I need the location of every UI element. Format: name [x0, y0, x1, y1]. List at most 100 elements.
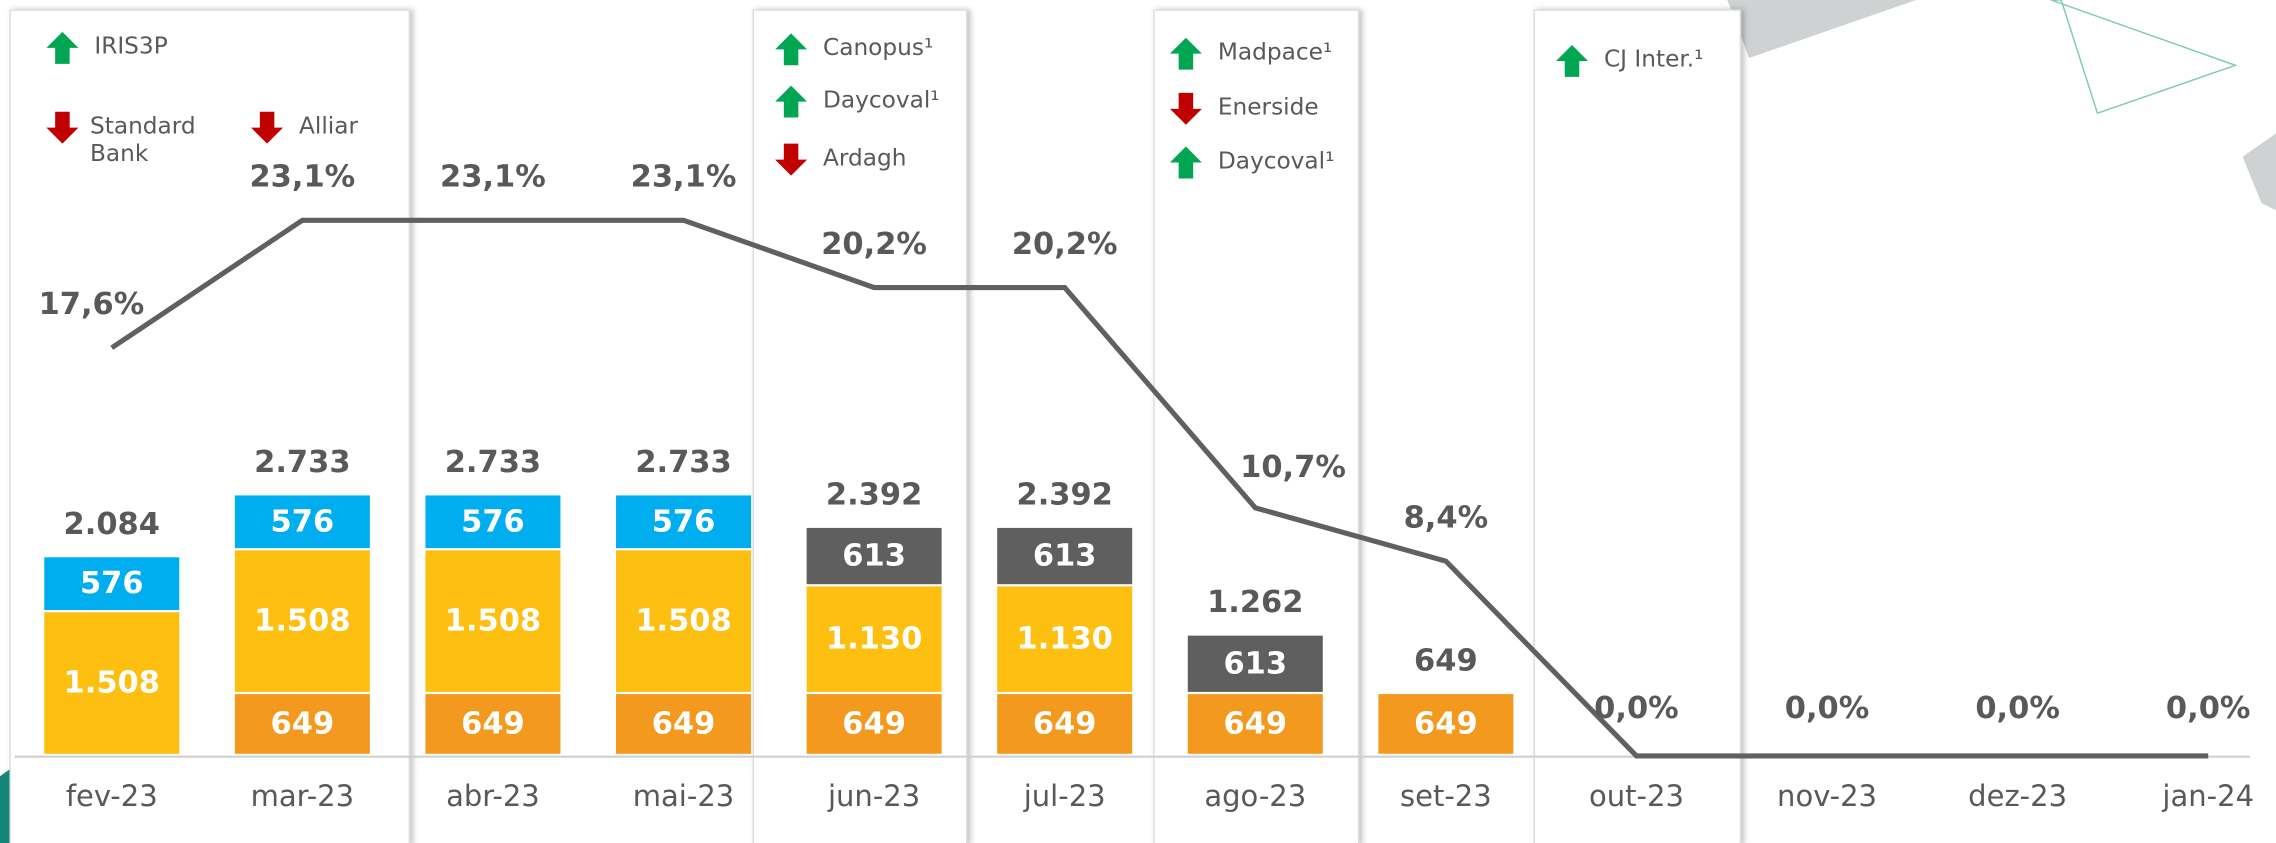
bar-label: 649 — [1414, 707, 1478, 742]
x-tick-label: mai-23 — [633, 779, 735, 813]
total-label: 2.392 — [1016, 478, 1112, 513]
bar-label: 649 — [842, 707, 906, 742]
bar-label: 576 — [652, 504, 716, 539]
bar-segment — [616, 495, 752, 549]
line-label: 20,2% — [1012, 227, 1118, 262]
decoration — [2050, 0, 2238, 115]
line-label: 0,0% — [2166, 691, 2251, 726]
bar-segment — [1378, 694, 1514, 754]
annotation-text: Daycoval¹ — [823, 85, 940, 114]
bar-segment — [425, 694, 561, 754]
bar-segment — [997, 694, 1133, 754]
annotation: Daycoval¹ — [823, 85, 940, 114]
arrow-down — [775, 143, 808, 176]
bar-label: 649 — [271, 707, 335, 742]
bar-segment — [1187, 694, 1323, 754]
annotation-text: Standard Bank — [89, 111, 196, 167]
line-label: 10,7% — [1240, 450, 1346, 485]
total-label: 1.262 — [1207, 585, 1303, 620]
bar-segment — [1187, 635, 1323, 692]
bar-label: 1.508 — [635, 604, 731, 639]
bar-segment — [616, 550, 752, 692]
bar-label: 576 — [271, 504, 335, 539]
bar-label: 1.508 — [64, 666, 160, 701]
arrow-up — [46, 31, 79, 64]
x-tick-label: dez-23 — [1968, 779, 2067, 813]
total-label: 2.733 — [445, 445, 541, 480]
annotation-text: Canopus¹ — [823, 33, 934, 61]
total-label: 2.084 — [64, 507, 160, 542]
annotation: Ardagh — [823, 143, 907, 172]
x-tick-label: jun-23 — [827, 779, 920, 813]
annotation-text: Alliar — [299, 111, 359, 140]
bar-segment — [806, 586, 942, 692]
x-tick-label: jul-23 — [1023, 779, 1106, 813]
bar-segment — [806, 694, 942, 754]
bar-segment — [616, 694, 752, 754]
bar-label: 1.508 — [254, 604, 350, 639]
annotation-text: Ardagh — [823, 143, 907, 172]
total-label: 2.733 — [254, 445, 350, 480]
arrow-down — [46, 111, 79, 144]
annotation-text: Daycoval¹ — [1217, 146, 1335, 175]
line-label: 20,2% — [821, 227, 927, 262]
x-tick-label: jan-24 — [2161, 779, 2254, 813]
annotation: CJ Inter.¹ — [1603, 44, 1704, 73]
x-tick-label: fev-23 — [66, 779, 158, 813]
bar-label: 649 — [1033, 707, 1097, 742]
bar-segment — [806, 527, 942, 585]
arrow-up — [775, 85, 808, 118]
x-tick-label: out-23 — [1589, 779, 1684, 813]
annotation: Standard Bank — [89, 111, 196, 167]
x-tick-label: set-23 — [1400, 779, 1492, 813]
line — [110, 217, 2209, 759]
annotation-text: IRIS3P — [94, 31, 168, 60]
bar-segment — [425, 495, 561, 549]
bar-segment — [997, 527, 1133, 585]
arrow-down — [1169, 92, 1202, 125]
arrow-up — [775, 33, 808, 66]
bar-segment — [234, 694, 370, 754]
bar-label: 1.130 — [826, 622, 922, 657]
x-tick-label: ago-23 — [1204, 779, 1306, 813]
line-label: 23,1% — [440, 160, 546, 195]
annotation-box — [1533, 9, 1742, 843]
bar-label: 576 — [461, 504, 525, 539]
bar-label: 649 — [1223, 707, 1287, 742]
bar-segment — [234, 550, 370, 692]
arrow-up — [1169, 146, 1202, 179]
annotation: Madpace¹ — [1217, 37, 1333, 66]
bar-label: 649 — [461, 707, 525, 742]
annotation: IRIS3P — [94, 31, 168, 60]
bar-segment — [44, 557, 180, 611]
annotation: Daycoval¹ — [1217, 146, 1335, 175]
total-label: 649 — [1414, 644, 1478, 679]
bar-label: 613 — [842, 539, 906, 574]
bar-segment — [44, 612, 180, 754]
arrow-up — [1556, 44, 1588, 77]
line-label: 23,1% — [249, 160, 355, 195]
arrow-up — [1169, 37, 1202, 70]
arrow-down — [251, 111, 284, 144]
decoration — [1727, 0, 1917, 59]
annotation-text: Madpace¹ — [1217, 37, 1333, 66]
bar-label: 649 — [652, 707, 716, 742]
annotation-text: CJ Inter.¹ — [1603, 44, 1704, 73]
bar-segment — [234, 495, 370, 549]
line-label: 0,0% — [1975, 691, 2060, 726]
line-label: 17,6% — [39, 287, 145, 322]
total-label: 2.392 — [826, 478, 922, 513]
line-label: 8,4% — [1404, 501, 1489, 536]
annotation: Canopus¹ — [823, 33, 934, 61]
bar-label: 613 — [1033, 539, 1097, 574]
bar-label: 576 — [80, 566, 144, 601]
x-tick-label: abr-23 — [446, 779, 540, 813]
bar-label: 1.508 — [445, 604, 541, 639]
bar-label: 1.130 — [1016, 622, 1112, 657]
x-tick-label: nov-23 — [1777, 779, 1877, 813]
line-label: 0,0% — [1594, 691, 1679, 726]
annotation-text: Enerside — [1217, 92, 1319, 121]
line-label: 0,0% — [1785, 691, 1870, 726]
